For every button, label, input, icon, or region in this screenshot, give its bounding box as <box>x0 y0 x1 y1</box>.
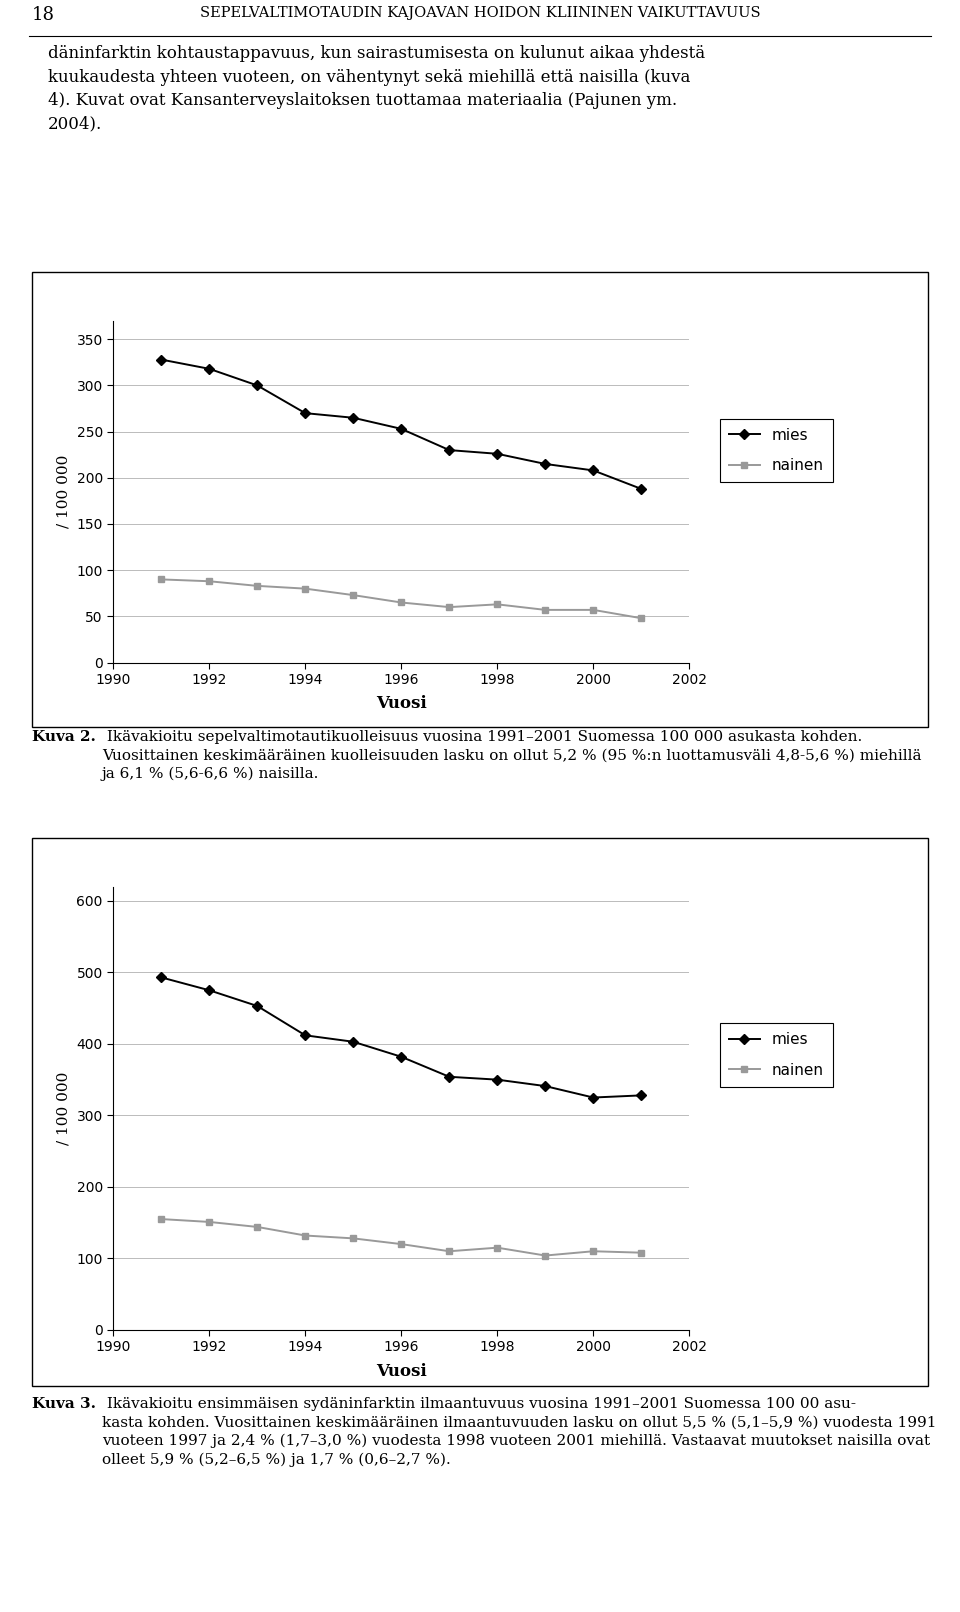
Legend: mies, nainen: mies, nainen <box>720 419 833 482</box>
mies <box>444 1067 455 1086</box>
Text: 18: 18 <box>32 5 55 24</box>
nainen <box>396 593 407 613</box>
mies <box>204 359 215 379</box>
X-axis label: Vuosi: Vuosi <box>376 695 426 713</box>
nainen <box>252 575 263 595</box>
mies <box>156 967 167 987</box>
Text: SEPELVALTIMOTAUDIN KAJOAVAN HOIDON KLIININEN VAIKUTTAVUUS: SEPELVALTIMOTAUDIN KAJOAVAN HOIDON KLIIN… <box>200 5 760 19</box>
nainen <box>156 569 167 588</box>
nainen <box>492 595 503 614</box>
mies <box>156 350 167 369</box>
nainen <box>396 1235 407 1254</box>
mies <box>300 403 311 422</box>
mies <box>588 1088 599 1107</box>
nainen <box>204 572 215 592</box>
nainen <box>300 579 311 598</box>
Line: mies: mies <box>157 356 645 492</box>
Text: Ikävakioitu ensimmäisen sydäninfarktin ilmaantuvuus vuosina 1991–2001 Suomessa 1: Ikävakioitu ensimmäisen sydäninfarktin i… <box>102 1398 936 1467</box>
Line: mies: mies <box>157 974 645 1101</box>
Text: däninfarktin kohtaustappavuus, kun sairastumisesta on kulunut aikaa yhdestä
kuuk: däninfarktin kohtaustappavuus, kun saira… <box>48 45 706 132</box>
mies <box>444 440 455 459</box>
Y-axis label: / 100 000: / 100 000 <box>57 1072 71 1145</box>
mies <box>396 1048 407 1067</box>
mies <box>540 1077 551 1096</box>
Text: Ikävakioitu sepelvaltimotautikuolleisuus vuosina 1991–2001 Suomessa 100 000 asuk: Ikävakioitu sepelvaltimotautikuolleisuus… <box>102 730 922 782</box>
mies <box>300 1025 311 1045</box>
nainen <box>300 1225 311 1244</box>
nainen <box>444 598 455 617</box>
nainen <box>444 1241 455 1261</box>
Text: Kuva 3.: Kuva 3. <box>32 1398 96 1410</box>
nainen <box>540 1246 551 1265</box>
nainen <box>588 600 599 619</box>
mies <box>396 419 407 438</box>
nainen <box>588 1241 599 1261</box>
nainen <box>204 1212 215 1232</box>
nainen <box>636 608 647 627</box>
mies <box>348 408 359 427</box>
nainen <box>348 1228 359 1248</box>
mies <box>636 479 647 498</box>
nainen <box>156 1209 167 1228</box>
mies <box>540 455 551 474</box>
mies <box>492 445 503 464</box>
mies <box>204 980 215 999</box>
nainen <box>252 1217 263 1236</box>
nainen <box>492 1238 503 1257</box>
Legend: mies, nainen: mies, nainen <box>720 1024 833 1086</box>
mies <box>252 376 263 395</box>
mies <box>588 461 599 480</box>
Y-axis label: / 100 000: / 100 000 <box>57 455 71 529</box>
mies <box>492 1070 503 1090</box>
Text: Kuva 2.: Kuva 2. <box>32 730 96 745</box>
nainen <box>540 600 551 619</box>
X-axis label: Vuosi: Vuosi <box>376 1362 426 1380</box>
mies <box>252 996 263 1016</box>
mies <box>636 1086 647 1106</box>
mies <box>348 1032 359 1051</box>
Line: nainen: nainen <box>157 575 645 622</box>
nainen <box>636 1243 647 1262</box>
Line: nainen: nainen <box>157 1215 645 1259</box>
nainen <box>348 585 359 604</box>
